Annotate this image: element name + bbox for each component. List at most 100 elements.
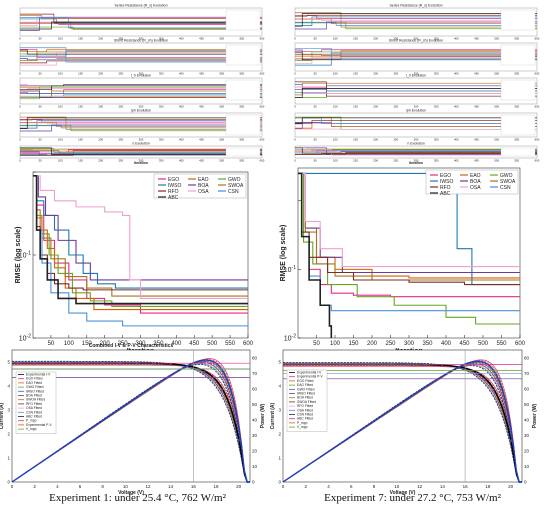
iv-pv-right-legend — [286, 369, 328, 432]
right-param-xtick: 550 — [514, 105, 519, 109]
right-param-series-EAO — [295, 50, 537, 57]
left-param-xtick: 100 — [58, 37, 63, 41]
iv-pv-right-marker — [457, 365, 462, 369]
left-param-xtick: 0 — [19, 72, 21, 76]
left-param-series-EAO — [20, 49, 262, 53]
iv-pv-left-legend-label: Experimental P-V — [26, 423, 52, 427]
iv-pv-right-legend-label: CSN Fitted — [297, 413, 313, 417]
right-param-xtick: 50 — [314, 72, 318, 76]
right-param-series-SWOA — [295, 12, 537, 28]
left-param-xlabel: Iteration — [134, 161, 148, 165]
convergence-left-legend-label: EGO — [168, 177, 179, 183]
left-param-series-BOA — [20, 84, 262, 87]
left-param-xtick: 100 — [58, 159, 63, 163]
convergence-left-legend-label: ABC — [168, 195, 179, 201]
right-param-xtick: 150 — [353, 37, 358, 41]
iv-pv-left-y2tick-label: 20 — [252, 448, 258, 453]
right-param-xtick: 0 — [294, 138, 296, 142]
convergence-left-ylabel: RMSE (log scale) — [15, 227, 22, 284]
iv-pv-right-legend-label: EGO Fitted — [297, 379, 314, 383]
iv-pv-left-legend-label: OSA Fitted — [26, 406, 42, 410]
convergence-right-legend-label: OSA — [470, 185, 481, 191]
left-param-xtick: 0 — [19, 159, 21, 163]
iv-pv-right-ytick-label: 3 — [278, 408, 281, 413]
iv-pv-left-legend — [15, 371, 57, 434]
left-param-xtick: 600 — [260, 159, 265, 163]
right-param-xtick: 100 — [333, 159, 338, 163]
left-param-legend-0 — [225, 9, 261, 31]
iv-pv-left-experimental-pv — [11, 359, 250, 483]
right-param-xtick: 300 — [414, 138, 419, 142]
left-param-xtick: 550 — [239, 159, 244, 163]
iv-pv-right-legend-label: Experimental I-V — [297, 371, 322, 375]
convergence-left-xtick-label: 500 — [207, 341, 218, 347]
left-param-legend-4 — [225, 147, 261, 157]
iv-pv-left-ytick-label: 0 — [7, 480, 10, 485]
iv-pv-left-y2tick-label: 50 — [252, 402, 258, 407]
convergence-left-xtick-label: 550 — [225, 341, 236, 347]
left-param-xtick: 250 — [118, 72, 123, 76]
iv-pv-right-xlabel: Voltage (V) — [390, 490, 416, 496]
left-param-xtick: 550 — [239, 105, 244, 109]
convergence-left-legend-label: GWO — [228, 177, 241, 183]
convergence-right-xtick-label: 450 — [459, 341, 470, 347]
left-param-series-IWSO — [20, 91, 262, 94]
right-param-series-CSN — [295, 22, 537, 26]
right-param-series-SWOA — [295, 149, 537, 152]
right-param-series-BOA — [295, 147, 537, 155]
left-param-xtick: 400 — [179, 138, 184, 142]
convergence-left-series-SWOA — [33, 175, 248, 297]
iv-pv-right-legend-label: Experimental P-V — [297, 375, 323, 379]
convergence-right-xtick-label: 400 — [441, 341, 452, 347]
right-param-xtick: 600 — [535, 159, 540, 163]
right-param-xtick: 400 — [454, 105, 459, 109]
right-param-xtick: 100 — [333, 37, 338, 41]
left-param-xtick: 250 — [118, 138, 123, 142]
left-param-series-SWOA — [20, 116, 262, 130]
left-param-xtick: 500 — [219, 72, 224, 76]
convergence-left-series-OSA — [33, 175, 248, 299]
iv-pv-left-legend-label: P_mpp — [26, 419, 37, 423]
left-param-xtick: 550 — [239, 72, 244, 76]
iv-pv-right-xtick-label: 16 — [463, 484, 469, 489]
right-param-xtick: 450 — [474, 159, 479, 163]
left-param-xtick: 0 — [19, 37, 21, 41]
convergence-left-xtick-label: 250 — [118, 341, 129, 347]
left-param-xtick: 600 — [260, 138, 265, 142]
iv-pv-right-y2tick-label: 40 — [524, 417, 530, 422]
right-param-xtick: 250 — [393, 138, 398, 142]
right-param-series-CSN — [295, 150, 537, 154]
right-param-xtick: 100 — [333, 72, 338, 76]
left-param-series-OSA — [20, 84, 262, 89]
convergence-left-series-EAO — [33, 175, 248, 311]
iv-pv-left-ytick-label: 3 — [7, 408, 10, 413]
iv-pv-right-marker — [509, 438, 513, 442]
iv-pv-left-marker — [220, 387, 224, 391]
iv-pv-right-marker — [440, 363, 444, 367]
iv-pv-left-ytick-label: 4 — [7, 384, 10, 389]
right-param-xtick: 250 — [393, 37, 398, 41]
right-param-series-EGO — [295, 49, 537, 53]
iv-pv-right-marker — [474, 371, 479, 375]
left-param-xtick: 200 — [98, 138, 103, 142]
left-param-xtick: 250 — [118, 105, 123, 109]
iv-pv-left-xtick-label: 4 — [56, 484, 59, 489]
right-param-xtick: 500 — [494, 72, 499, 76]
iv-pv-left-xlabel: Voltage (V) — [118, 490, 144, 496]
left-param-series-ABC — [20, 147, 262, 155]
right-param-title-0: Series Resistance (R_s) Evolution — [389, 4, 442, 8]
right-param-series-IWSO — [295, 16, 537, 26]
right-param-xtick: 600 — [535, 105, 540, 109]
left-param-xtick: 100 — [58, 138, 63, 142]
convergence-left-series-GWO — [33, 175, 248, 307]
right-param-xtick: 150 — [353, 138, 358, 142]
iv-pv-right-xtick-label: 20 — [508, 484, 514, 489]
iv-pv-right-y2label: Power (W) — [532, 403, 538, 428]
right-param-xtick: 350 — [434, 105, 439, 109]
iv-pv-left-y2tick-label: 0 — [252, 480, 255, 485]
right-param-xtick: 350 — [434, 138, 439, 142]
iv-pv-right-ytick-label: 2 — [278, 432, 281, 437]
left-param-xtick: 400 — [179, 159, 184, 163]
convergence-right-legend-label: BOA — [470, 179, 481, 185]
iv-pv-left-xtick-label: 10 — [123, 484, 129, 489]
